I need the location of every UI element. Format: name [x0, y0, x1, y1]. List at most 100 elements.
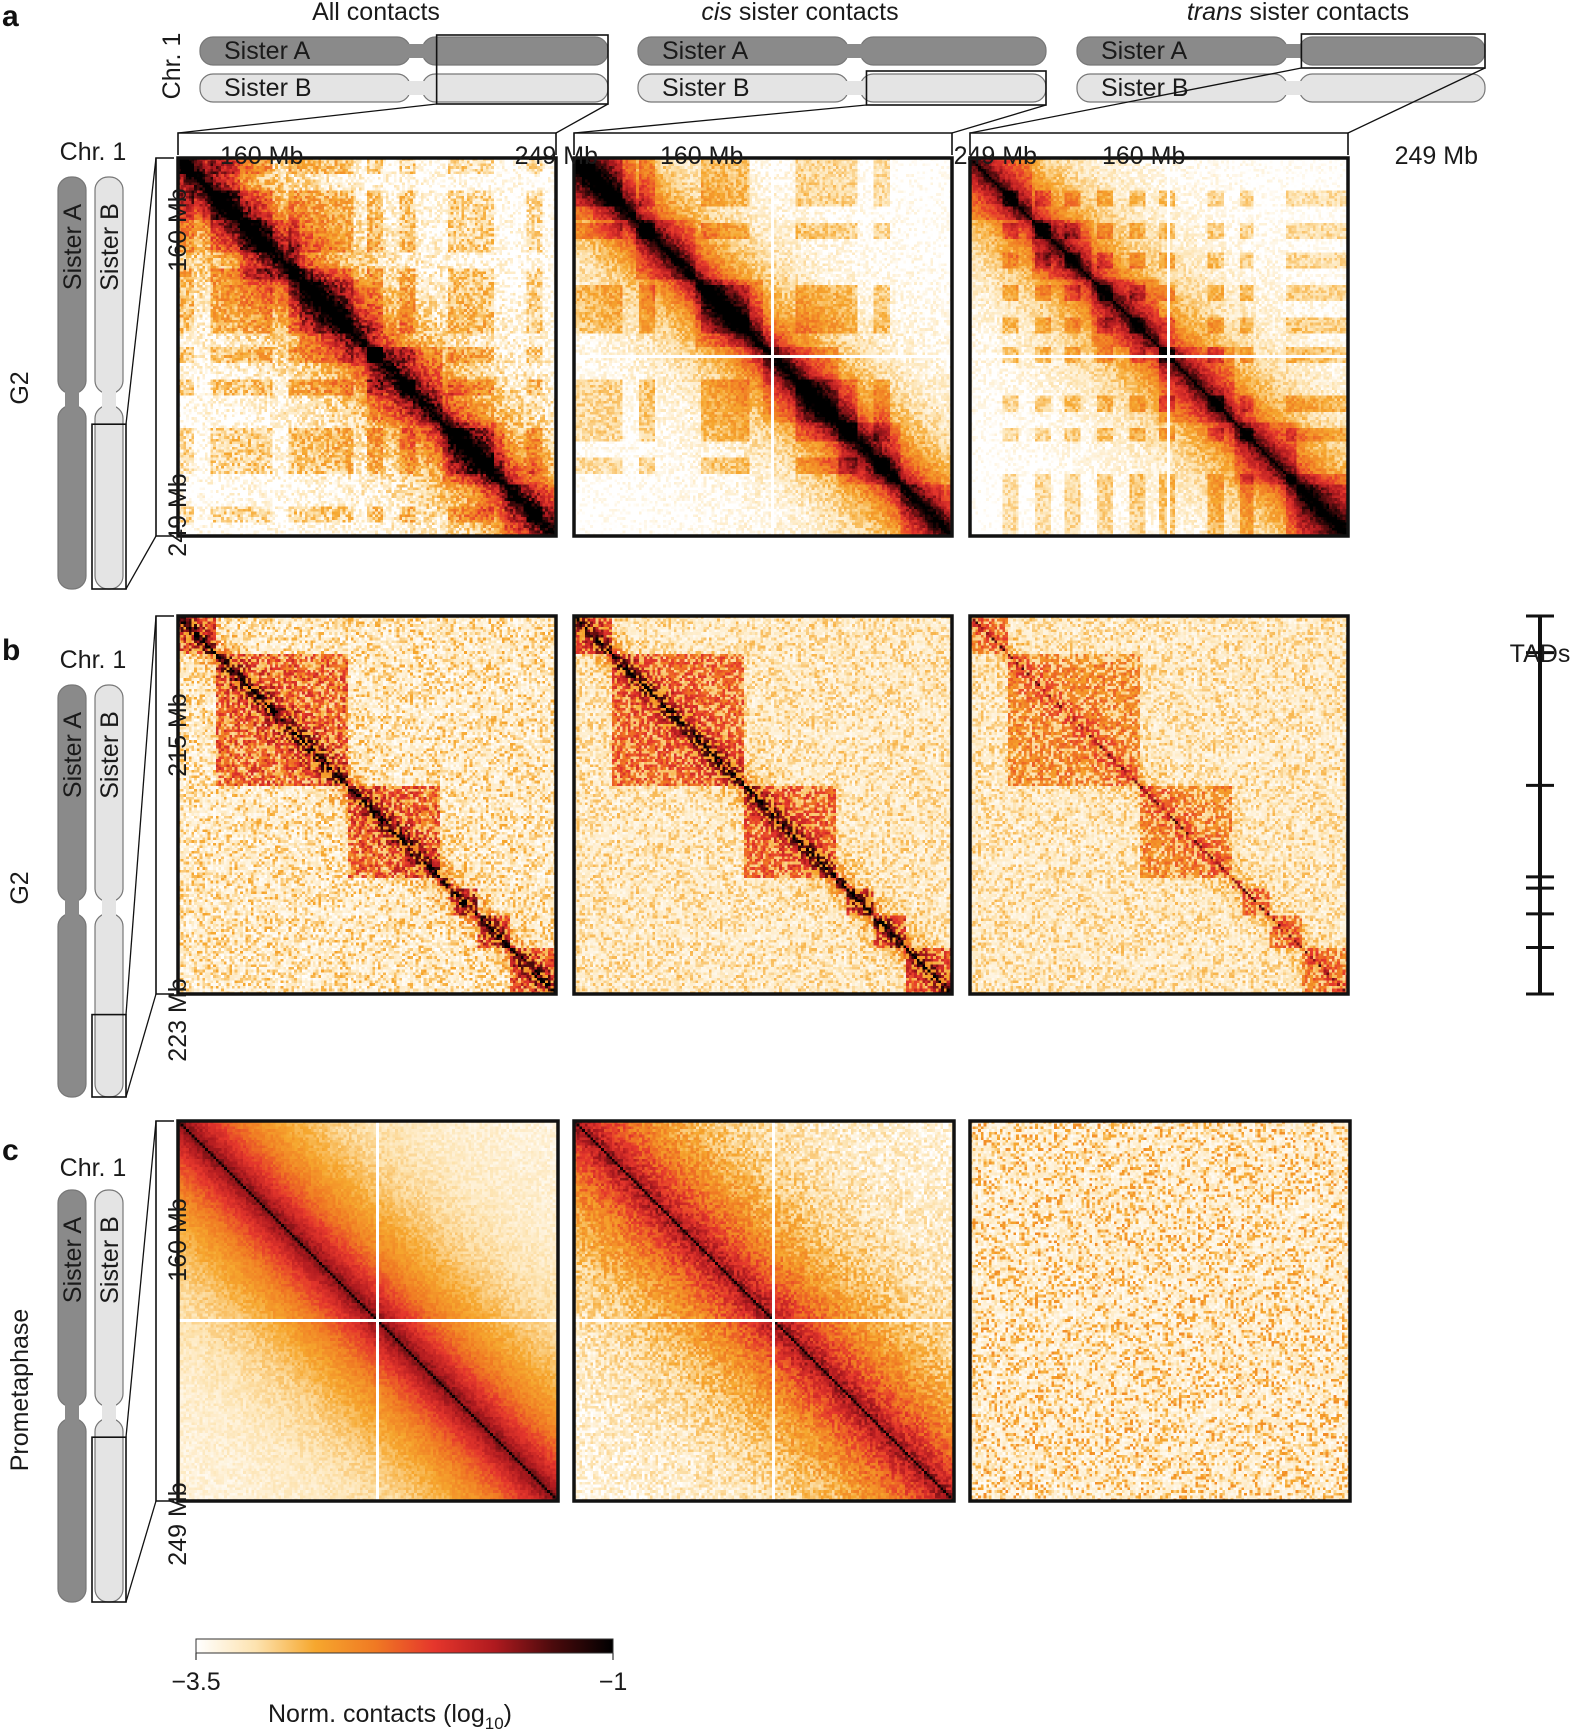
top-bracket-1: [573, 132, 953, 155]
chromatid-a-bottom-arm: [57, 404, 87, 590]
centromere-a: [844, 44, 865, 58]
colorbar-title: Norm. contacts (log10): [268, 1700, 512, 1729]
heatmap-all-contacts-prometaphase: [178, 1121, 558, 1501]
region-box-1: [865, 70, 1047, 106]
heatmap-frame-trans-contacts-g2-wide: [968, 156, 1350, 538]
heatmap-cis-contacts-g2-wide: [574, 158, 952, 536]
sister-b-label: Sister B: [1101, 74, 1189, 102]
heatmap-frame-all-contacts-g2-zoom: [176, 614, 558, 996]
tick-left-start-b: 215 Mb: [164, 693, 192, 776]
region-box-0: [435, 34, 609, 105]
sister-a-vertical-label: Sister A: [59, 1217, 87, 1303]
centromere-b: [102, 897, 116, 918]
column-title-trans: trans sister contacts: [1187, 0, 1409, 26]
top-chromosome-pair-1: Sister A Sister B: [573, 36, 1047, 155]
colorbar-max-label: −1: [599, 1668, 628, 1696]
tick-top-start-cis: 160 Mb: [660, 142, 743, 170]
tick-left-end-a: 249 Mb: [164, 473, 192, 556]
tick-top-start-all: 160 Mb: [220, 142, 303, 170]
chromatid-b-bottom-arm: [94, 404, 124, 590]
colorbar-gradient: [195, 1638, 614, 1654]
colorbar: −3.5 −1 Norm. contacts (log10): [171, 1638, 628, 1729]
centromere-a: [65, 897, 79, 918]
centromere-b: [102, 1402, 116, 1423]
heatmap-frame-trans-contacts-g2-zoom: [968, 614, 1350, 996]
sister-a-label: Sister A: [1101, 37, 1187, 65]
panel-letter-b: b: [2, 634, 20, 667]
heatmap-all-contacts-g2-zoom: [178, 616, 556, 994]
centromere-b: [102, 389, 116, 410]
chromatid-a-right-arm: [859, 36, 1047, 66]
centromere-b: [406, 81, 427, 95]
chromatid-a-bottom-arm: [57, 1417, 87, 1603]
chromatid-a-right-arm: [421, 36, 609, 66]
region-box-2: [1300, 33, 1486, 69]
tick-top-end-trans: 249 Mb: [1395, 142, 1478, 170]
left-region-box-0: [91, 423, 127, 590]
sister-b-vertical-label: Sister B: [96, 203, 124, 291]
sister-b-vertical-label: Sister B: [96, 1216, 124, 1304]
tick-left-end-b: 223 Mb: [164, 978, 192, 1061]
heatmap-frame-trans-contacts-prometaphase: [968, 1119, 1352, 1503]
centromere-a: [406, 44, 427, 58]
top-chromosome-pair-0: Sister A Sister B: [177, 34, 609, 155]
centromere-a: [65, 389, 79, 410]
heatmap-frame-cis-contacts-g2-zoom: [572, 614, 954, 996]
tick-top-end-all: 249 Mb: [515, 142, 598, 170]
sister-a-vertical-label: Sister A: [59, 204, 87, 290]
centromere-a: [65, 1402, 79, 1423]
left-chromosome-pair-0: Sister A Sister B: [57, 157, 174, 590]
left-bracket-2: [155, 1120, 174, 1502]
colorbar-min-label: −3.5: [171, 1668, 220, 1696]
tads-label: TADs: [1510, 640, 1571, 668]
left-region-box-2: [91, 1436, 127, 1603]
chr-label-a: Chr. 1: [60, 138, 127, 166]
sister-a-label: Sister A: [662, 37, 748, 65]
heatmap-frame-all-contacts-prometaphase: [176, 1119, 560, 1503]
sister-b-label: Sister B: [224, 74, 312, 102]
heatmap-frame-all-contacts-g2-wide: [176, 156, 558, 538]
heatmaps: [176, 156, 1352, 1503]
stage-label-a: G2: [6, 371, 34, 404]
left-region-box-1: [91, 1013, 127, 1098]
sister-b-label: Sister B: [662, 74, 750, 102]
panel-letter-c: c: [2, 1134, 19, 1167]
tick-left-start-c: 160 Mb: [164, 1198, 192, 1281]
panel-letter-a: a: [2, 0, 19, 33]
tick-left-end-c: 249 Mb: [164, 1482, 192, 1565]
heatmap-trans-contacts-g2-zoom: [970, 616, 1348, 994]
top-bracket-2: [969, 132, 1349, 155]
tick-top-end-cis: 249 Mb: [954, 142, 1037, 170]
sister-b-vertical-label: Sister B: [96, 711, 124, 799]
stage-label-c: Prometaphase: [6, 1309, 34, 1472]
heatmap-cis-contacts-g2-zoom: [574, 616, 952, 994]
chr-label-c: Chr. 1: [60, 1154, 127, 1182]
chr-label-b: Chr. 1: [60, 646, 127, 674]
top-chromosome-pair-2: Sister A Sister B: [969, 33, 1486, 155]
heatmap-trans-contacts-prometaphase: [970, 1121, 1350, 1501]
sister-a-label: Sister A: [224, 37, 310, 65]
centromere-a: [1283, 44, 1304, 58]
chromatid-b-right-arm: [421, 73, 609, 103]
heatmap-all-contacts-g2-wide: [178, 158, 556, 536]
chr-label-top: Chr. 1: [158, 33, 186, 100]
chromatid-a-right-arm: [1298, 36, 1486, 66]
column-title-all: All contacts: [312, 0, 440, 26]
sister-a-vertical-label: Sister A: [59, 712, 87, 798]
tick-left-start-a: 160 Mb: [164, 188, 192, 271]
left-bracket-1: [155, 615, 174, 995]
tad-track: [1526, 614, 1554, 996]
chromatid-b-right-arm: [859, 73, 1047, 103]
heatmap-frame-cis-contacts-g2-wide: [572, 156, 954, 538]
centromere-b: [844, 81, 865, 95]
left-bracket-0: [155, 157, 174, 537]
left-chromosome-pair-2: Sister A Sister B: [57, 1120, 174, 1603]
heatmap-trans-contacts-g2-wide: [970, 158, 1348, 536]
chromatid-b-right-arm: [1298, 73, 1486, 103]
chromatid-b-bottom-arm: [94, 912, 124, 1098]
chromatid-a-bottom-arm: [57, 912, 87, 1098]
heatmap-frame-cis-contacts-prometaphase: [572, 1119, 956, 1503]
